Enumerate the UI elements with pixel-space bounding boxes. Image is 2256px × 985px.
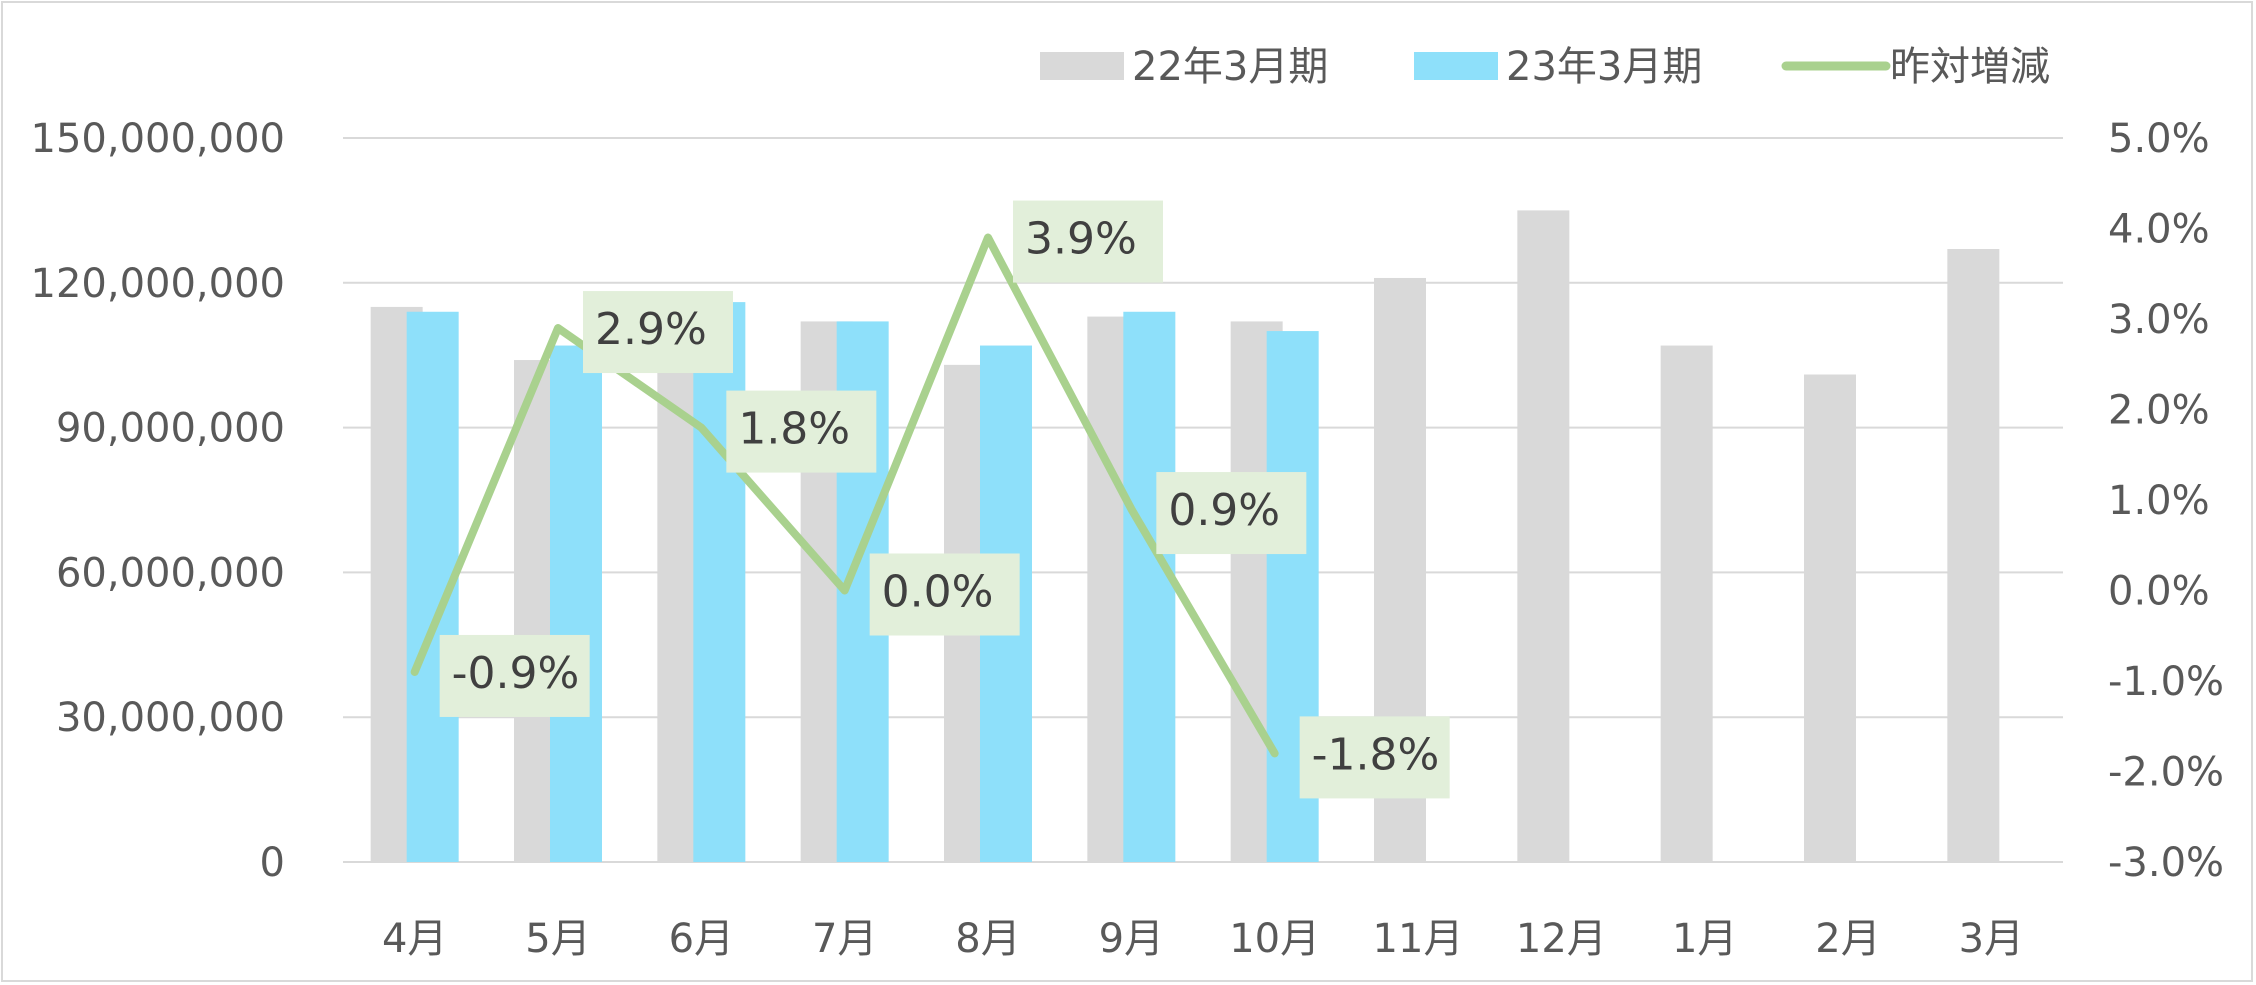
x-tick-label: 8月 (955, 916, 1020, 962)
data-label-box (583, 291, 733, 374)
y-left-tick-label: 90,000,000 (56, 406, 285, 452)
y-left-tick-label: 150,000,000 (31, 116, 285, 162)
x-tick-label: 9月 (1099, 916, 1164, 962)
data-label-box (1156, 472, 1307, 555)
data-label-box (726, 390, 877, 473)
y-right-tick-label: 3.0% (2108, 297, 2210, 343)
yoy-series-line (410, 233, 1279, 758)
x-tick-label: 6月 (669, 916, 734, 962)
y-left-tick-label: 60,000,000 (56, 550, 285, 596)
y-right-tick-label: 2.0% (2108, 388, 2210, 434)
bar (1947, 249, 2000, 863)
yoy-line (410, 233, 1279, 758)
y-right-tick-label: 4.0% (2108, 207, 2210, 253)
data-label-box (1299, 716, 1450, 799)
x-tick-label: 3月 (1959, 916, 2024, 962)
x-tick-label: 7月 (812, 916, 877, 962)
y-right-tick-label: -2.0% (2108, 750, 2224, 796)
bar (1517, 210, 1570, 862)
data-label-box (439, 634, 590, 717)
data-label-box (1013, 200, 1163, 283)
x-tick-label: 4月 (382, 916, 447, 962)
data-label: 1.8% (738, 404, 850, 455)
data-label: -1.8% (1312, 729, 1440, 780)
legend-swatch (1414, 52, 1498, 80)
x-tick-label: 5月 (525, 916, 590, 962)
data-label: 2.9% (595, 304, 707, 355)
data-label: 0.0% (882, 567, 994, 618)
data-label: 0.9% (1168, 485, 1280, 536)
bar (1123, 311, 1176, 862)
bar (1804, 374, 1856, 862)
axes: 0 30,000,000 60,000,000 90,000,000 120,000,0… (31, 116, 2225, 962)
x-tick-label: 2月 (1815, 916, 1880, 962)
y-right-tick-label: 0.0% (2108, 569, 2210, 615)
y-right-tick-label: 1.0% (2108, 478, 2210, 524)
legend-label: 昨対増減 (1890, 44, 2050, 90)
data-label-box (869, 553, 1020, 636)
legend-label: 22年3月期 (1132, 44, 1328, 90)
gridlines (343, 137, 2063, 863)
x-tick-label: 1月 (1672, 916, 1737, 962)
legend-swatch (1040, 52, 1124, 80)
x-tick-label: 10月 (1229, 916, 1320, 962)
bar (550, 345, 602, 863)
data-label: -0.9% (452, 648, 580, 699)
data-label: 3.9% (1025, 214, 1137, 265)
data-labels: -0.9% 2.9% 1.8% 0.0% 3.9% 0.9% -1.8% (439, 200, 1450, 799)
legend: 22年3月期 23年3月期 昨対増減 (1040, 44, 2050, 90)
y-right-tick-label: -1.0% (2108, 659, 2224, 705)
y-left-tick-label: 0 (260, 840, 285, 886)
y-left-tick-label: 120,000,000 (31, 261, 285, 307)
x-tick-label: 12月 (1516, 916, 1607, 962)
legend-label: 23年3月期 (1506, 44, 1702, 90)
bar (1660, 345, 1713, 863)
x-tick-label: 11月 (1373, 916, 1464, 962)
y-right-tick-label: -3.0% (2108, 840, 2224, 886)
y-left-tick-label: 30,000,000 (56, 695, 285, 741)
y-right-tick-label: 5.0% (2108, 116, 2210, 162)
bar (693, 302, 746, 862)
